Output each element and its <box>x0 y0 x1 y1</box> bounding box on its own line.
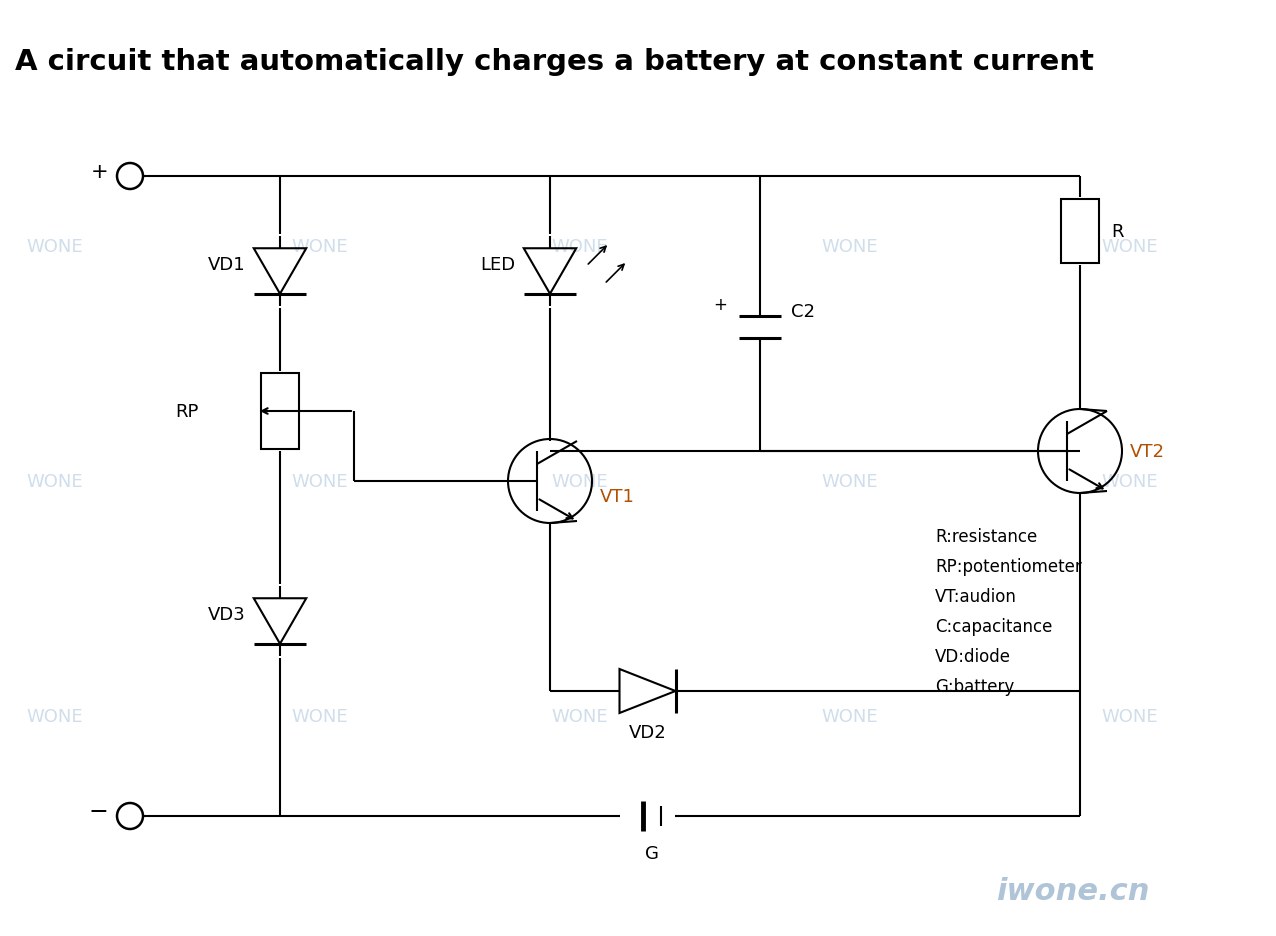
Bar <box>1062 199 1099 264</box>
Text: VD1: VD1 <box>208 256 246 274</box>
Text: C:capacitance: C:capacitance <box>935 618 1053 636</box>
Text: −: − <box>88 799 108 823</box>
Text: G:battery: G:battery <box>935 678 1014 695</box>
Text: VD3: VD3 <box>208 606 246 623</box>
Text: WONE: WONE <box>27 473 83 490</box>
Text: WONE: WONE <box>292 473 348 490</box>
Text: WONE: WONE <box>1101 708 1159 725</box>
Text: VT:audion: VT:audion <box>935 588 1017 606</box>
Text: WONE: WONE <box>822 473 878 490</box>
Text: R: R <box>1111 223 1123 241</box>
Text: +: + <box>713 296 727 314</box>
Text: VD:diode: VD:diode <box>935 648 1011 665</box>
Text: WONE: WONE <box>292 708 348 725</box>
Bar <box>262 373 299 449</box>
Text: +: + <box>91 162 108 182</box>
Text: VD2: VD2 <box>629 724 666 741</box>
Text: WONE: WONE <box>292 238 348 256</box>
Text: WONE: WONE <box>27 708 83 725</box>
Text: WONE: WONE <box>551 708 609 725</box>
Text: R:resistance: R:resistance <box>935 528 1037 546</box>
Text: WONE: WONE <box>27 238 83 256</box>
Text: WONE: WONE <box>551 238 609 256</box>
Text: WONE: WONE <box>1101 473 1159 490</box>
Text: G: G <box>644 844 658 862</box>
Text: VT1: VT1 <box>600 488 635 505</box>
Text: RP:potentiometer: RP:potentiometer <box>935 558 1082 576</box>
Text: WONE: WONE <box>551 473 609 490</box>
Text: WONE: WONE <box>822 708 878 725</box>
Text: RP: RP <box>176 402 199 420</box>
Text: VT2: VT2 <box>1131 443 1165 461</box>
Text: LED: LED <box>481 256 516 274</box>
Text: WONE: WONE <box>822 238 878 256</box>
Text: iwone.cn: iwone.cn <box>997 876 1150 905</box>
Text: A circuit that automatically charges a battery at constant current: A circuit that automatically charges a b… <box>15 48 1094 76</box>
Text: WONE: WONE <box>1101 238 1159 256</box>
Text: C2: C2 <box>791 302 815 321</box>
